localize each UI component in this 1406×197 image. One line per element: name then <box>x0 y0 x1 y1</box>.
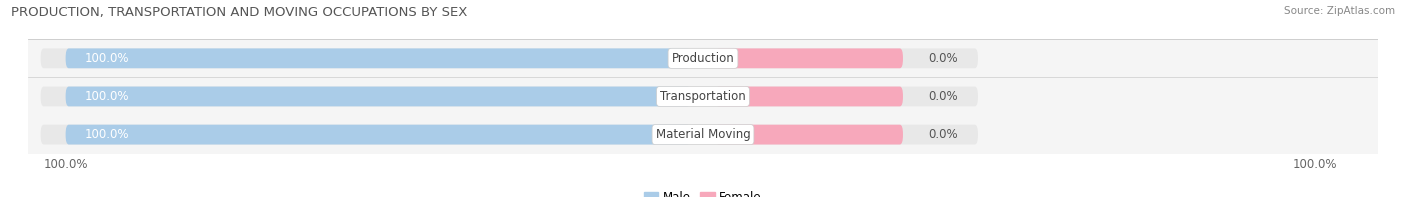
Text: 0.0%: 0.0% <box>928 90 957 103</box>
FancyBboxPatch shape <box>66 86 690 106</box>
Bar <box>3 77 1406 115</box>
Text: Source: ZipAtlas.com: Source: ZipAtlas.com <box>1284 6 1395 16</box>
Text: Transportation: Transportation <box>661 90 745 103</box>
FancyBboxPatch shape <box>66 48 690 68</box>
Text: 100.0%: 100.0% <box>84 90 129 103</box>
FancyBboxPatch shape <box>716 48 903 68</box>
FancyBboxPatch shape <box>66 125 690 145</box>
Text: 100.0%: 100.0% <box>84 52 129 65</box>
FancyBboxPatch shape <box>716 86 903 106</box>
FancyBboxPatch shape <box>41 86 979 106</box>
FancyBboxPatch shape <box>41 48 979 68</box>
Text: 100.0%: 100.0% <box>84 128 129 141</box>
FancyBboxPatch shape <box>716 125 903 145</box>
Text: Material Moving: Material Moving <box>655 128 751 141</box>
Text: PRODUCTION, TRANSPORTATION AND MOVING OCCUPATIONS BY SEX: PRODUCTION, TRANSPORTATION AND MOVING OC… <box>11 6 468 19</box>
Bar <box>3 39 1406 77</box>
Text: 0.0%: 0.0% <box>928 128 957 141</box>
FancyBboxPatch shape <box>41 125 979 145</box>
Legend: Male, Female: Male, Female <box>640 187 766 197</box>
Text: Production: Production <box>672 52 734 65</box>
Text: 0.0%: 0.0% <box>928 52 957 65</box>
Bar <box>3 115 1406 154</box>
